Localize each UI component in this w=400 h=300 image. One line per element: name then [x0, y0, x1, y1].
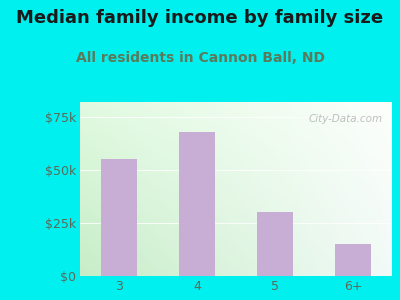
Text: Median family income by family size: Median family income by family size [16, 9, 384, 27]
Text: City-Data.com: City-Data.com [308, 114, 383, 124]
Bar [258, 212, 292, 276]
Bar [102, 159, 136, 276]
Text: All residents in Cannon Ball, ND: All residents in Cannon Ball, ND [76, 51, 324, 65]
Bar [180, 132, 214, 276]
Bar [336, 244, 370, 276]
